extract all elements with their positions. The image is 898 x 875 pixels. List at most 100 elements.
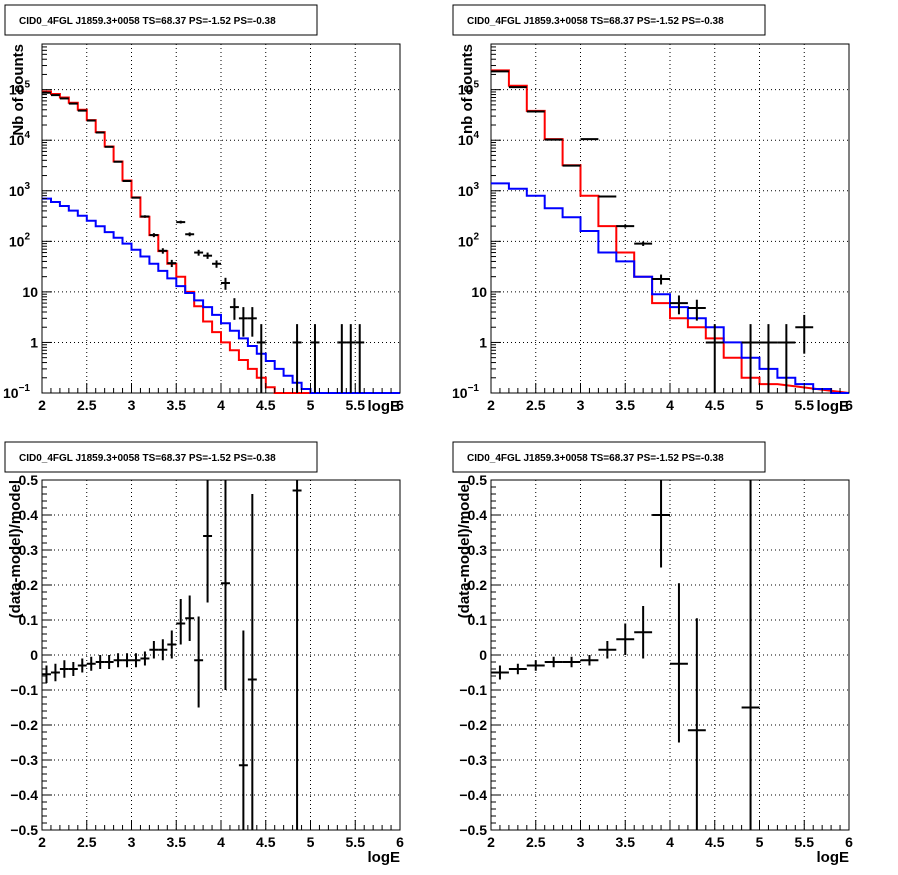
x-tick-label: 2 — [38, 397, 46, 413]
data-point — [167, 259, 177, 268]
data-point — [238, 307, 248, 337]
data-point — [113, 653, 123, 668]
data-point — [203, 252, 213, 259]
x-tick-label: 6 — [845, 397, 853, 413]
y-tick-labels: 10−1 1 10 102 103 104 105 — [452, 80, 487, 401]
x-tick-label: 3.5 — [167, 397, 187, 413]
data-point — [238, 630, 248, 830]
data-point — [705, 324, 724, 393]
x-tick-label: 5.5 — [346, 397, 366, 413]
data-point — [508, 663, 527, 675]
series-layer — [42, 480, 302, 830]
tick-marks — [41, 46, 401, 394]
counts-panel-left: CID0_4FGL J1859.3+0058 TS=68.37 PS=-1.52… — [3, 4, 404, 415]
data-point — [741, 480, 760, 830]
grid — [491, 44, 849, 393]
y-tick-label: 0.4 — [19, 507, 39, 523]
data-point — [355, 324, 365, 393]
data-point — [687, 299, 706, 321]
background-histogram-blue — [42, 197, 400, 394]
data-point — [616, 623, 635, 655]
y-tick-label: 0.5 — [468, 472, 488, 488]
grid — [42, 480, 400, 830]
y-tick-label: −0.5 — [10, 822, 38, 838]
data-point — [337, 324, 347, 393]
data-point — [652, 274, 670, 285]
data-point — [77, 658, 87, 673]
data-point — [194, 249, 204, 256]
x-tick-labels: 2 2.5 3 3.5 4 4.5 5 5.5 6 — [487, 834, 853, 850]
data-point — [292, 480, 302, 830]
y-tick-label: 0.2 — [468, 577, 488, 593]
y-axis-label: nb of counts — [459, 44, 476, 134]
x-tick-label: 5.5 — [346, 834, 366, 850]
data-point — [346, 324, 356, 393]
data-point — [491, 665, 509, 680]
x-tick-label: 4.5 — [256, 397, 276, 413]
y-tick-label: 10−1 — [3, 383, 30, 401]
data-point — [122, 180, 132, 183]
grid — [491, 480, 849, 830]
y-tick-label: 104 — [458, 130, 480, 148]
x-tick-label: 3 — [128, 397, 136, 413]
y-tick-label: −0.1 — [10, 682, 38, 698]
x-tick-label: 2 — [487, 397, 495, 413]
x-tick-label: 6 — [396, 397, 404, 413]
data-point — [149, 641, 159, 659]
series-layer — [491, 69, 850, 394]
data-point — [598, 641, 617, 659]
data-point — [167, 630, 177, 659]
title-box — [452, 4, 766, 36]
x-axis-label: logE — [817, 849, 850, 866]
data-point — [670, 583, 688, 743]
x-tick-label: 2.5 — [77, 834, 97, 850]
data-point — [131, 653, 141, 668]
y-tick-label: 1 — [479, 334, 487, 350]
data-point — [670, 295, 688, 315]
x-tick-label: 4 — [217, 834, 225, 850]
data-point — [59, 660, 69, 678]
y-tick-label: 0.1 — [19, 612, 39, 628]
x-tick-label: 2.5 — [526, 834, 546, 850]
data-point — [795, 314, 814, 354]
x-tick-label: 5 — [756, 834, 764, 850]
x-tick-label: 5 — [307, 397, 315, 413]
residual-panel-left: CID0_4FGL J1859.3+0058 TS=68.37 PS=-1.52… — [4, 441, 404, 866]
panel-title: CID0_4FGL J1859.3+0058 TS=68.37 PS=-1.52… — [467, 453, 724, 464]
data-point — [562, 656, 581, 668]
data-point — [158, 639, 168, 661]
y-axis-label: Nb of counts — [10, 44, 27, 136]
x-tick-label: 3 — [128, 834, 136, 850]
data-point — [777, 324, 796, 393]
data-point — [562, 164, 581, 167]
y-tick-label: −0.3 — [10, 752, 38, 768]
y-tick-label: −0.2 — [459, 717, 487, 733]
data-point — [221, 277, 230, 290]
data-point — [212, 260, 221, 268]
title-box — [452, 441, 766, 473]
data-point — [104, 145, 114, 148]
y-tick-label: 103 — [458, 181, 480, 199]
data-point — [580, 655, 599, 666]
tick-marks — [490, 46, 850, 394]
panel-title: CID0_4FGL J1859.3+0058 TS=68.37 PS=-1.52… — [19, 16, 276, 27]
x-tick-label: 2 — [38, 834, 46, 850]
y-tick-labels: −0.5 −0.4 −0.3 −0.2 −0.1 0 0.1 0.2 0.3 0.4 0.5 — [10, 472, 38, 838]
y-tick-label: 0.4 — [468, 507, 488, 523]
x-tick-label: 4 — [217, 397, 225, 413]
y-tick-label: 0.3 — [468, 542, 488, 558]
data-point — [634, 241, 653, 246]
data-point — [68, 662, 78, 676]
data-point — [113, 160, 123, 163]
data-point — [759, 324, 778, 393]
x-tick-label: 6 — [845, 834, 853, 850]
y-axis-label: (data-model)/model — [456, 480, 473, 618]
y-tick-label: 105 — [458, 80, 480, 98]
y-tick-label: 104 — [9, 130, 31, 148]
x-tick-label: 2 — [487, 834, 495, 850]
x-tick-label: 2.5 — [526, 397, 546, 413]
y-tick-label: 10−1 — [452, 383, 479, 401]
y-tick-label: 0.3 — [19, 542, 39, 558]
data-point — [176, 220, 186, 224]
